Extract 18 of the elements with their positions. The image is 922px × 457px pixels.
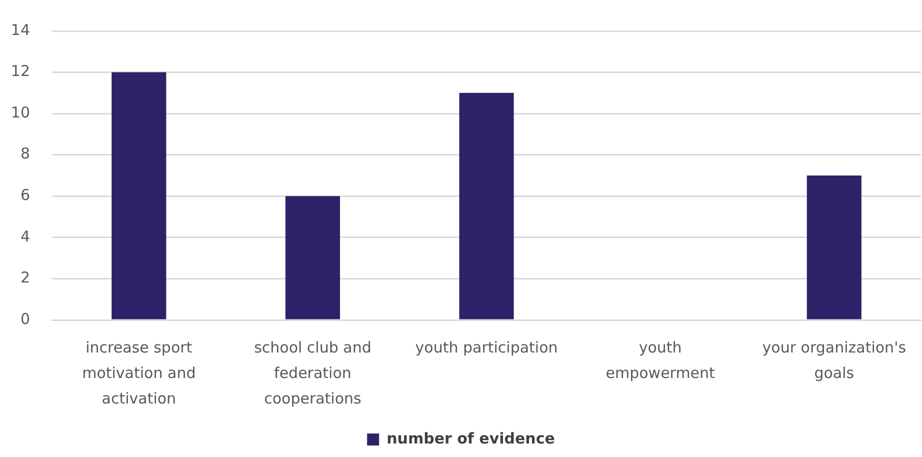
y-tick-label: 4 — [20, 227, 30, 246]
x-tick-label: youth empowerment — [606, 338, 716, 382]
x-tick-label: youth participation — [415, 338, 558, 357]
y-tick-label: 8 — [20, 144, 30, 163]
y-tick-label: 14 — [10, 20, 30, 39]
x-tick-label: increase sport motivation and activation — [82, 338, 196, 408]
x-tick-label: school club and federation cooperations — [254, 338, 372, 408]
legend-label: number of evidence — [386, 429, 555, 448]
y-tick-label: 10 — [10, 103, 30, 122]
bar — [112, 72, 166, 320]
bar — [806, 176, 862, 320]
y-tick-label: 0 — [20, 310, 30, 328]
x-tick-label: your organization's goals — [762, 338, 906, 382]
bar — [285, 196, 340, 320]
bar — [459, 92, 514, 320]
y-tick-label: 6 — [20, 186, 30, 204]
y-tick-label: 2 — [20, 268, 30, 287]
y-tick-label: 12 — [10, 62, 30, 80]
